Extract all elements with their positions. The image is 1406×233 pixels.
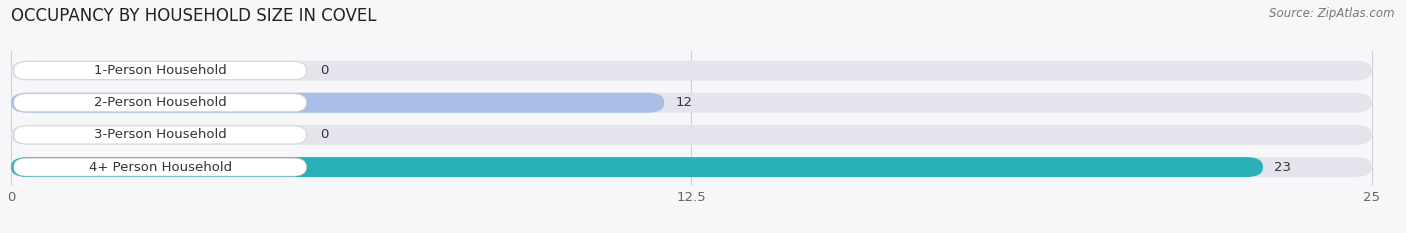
FancyBboxPatch shape: [11, 93, 664, 113]
Text: 1-Person Household: 1-Person Household: [94, 64, 226, 77]
FancyBboxPatch shape: [14, 62, 307, 80]
FancyBboxPatch shape: [11, 61, 1372, 81]
FancyBboxPatch shape: [11, 157, 1372, 177]
FancyBboxPatch shape: [14, 126, 307, 144]
Text: 0: 0: [321, 128, 329, 141]
Text: 4+ Person Household: 4+ Person Household: [89, 161, 232, 174]
FancyBboxPatch shape: [14, 158, 307, 176]
Text: 12: 12: [675, 96, 692, 109]
FancyBboxPatch shape: [11, 125, 1372, 145]
Text: 23: 23: [1274, 161, 1291, 174]
Text: Source: ZipAtlas.com: Source: ZipAtlas.com: [1270, 7, 1395, 20]
Text: 2-Person Household: 2-Person Household: [94, 96, 226, 109]
Text: 0: 0: [321, 64, 329, 77]
FancyBboxPatch shape: [11, 93, 1372, 113]
Text: OCCUPANCY BY HOUSEHOLD SIZE IN COVEL: OCCUPANCY BY HOUSEHOLD SIZE IN COVEL: [11, 7, 377, 25]
FancyBboxPatch shape: [14, 94, 307, 112]
Text: 3-Person Household: 3-Person Household: [94, 128, 226, 141]
FancyBboxPatch shape: [11, 157, 1263, 177]
